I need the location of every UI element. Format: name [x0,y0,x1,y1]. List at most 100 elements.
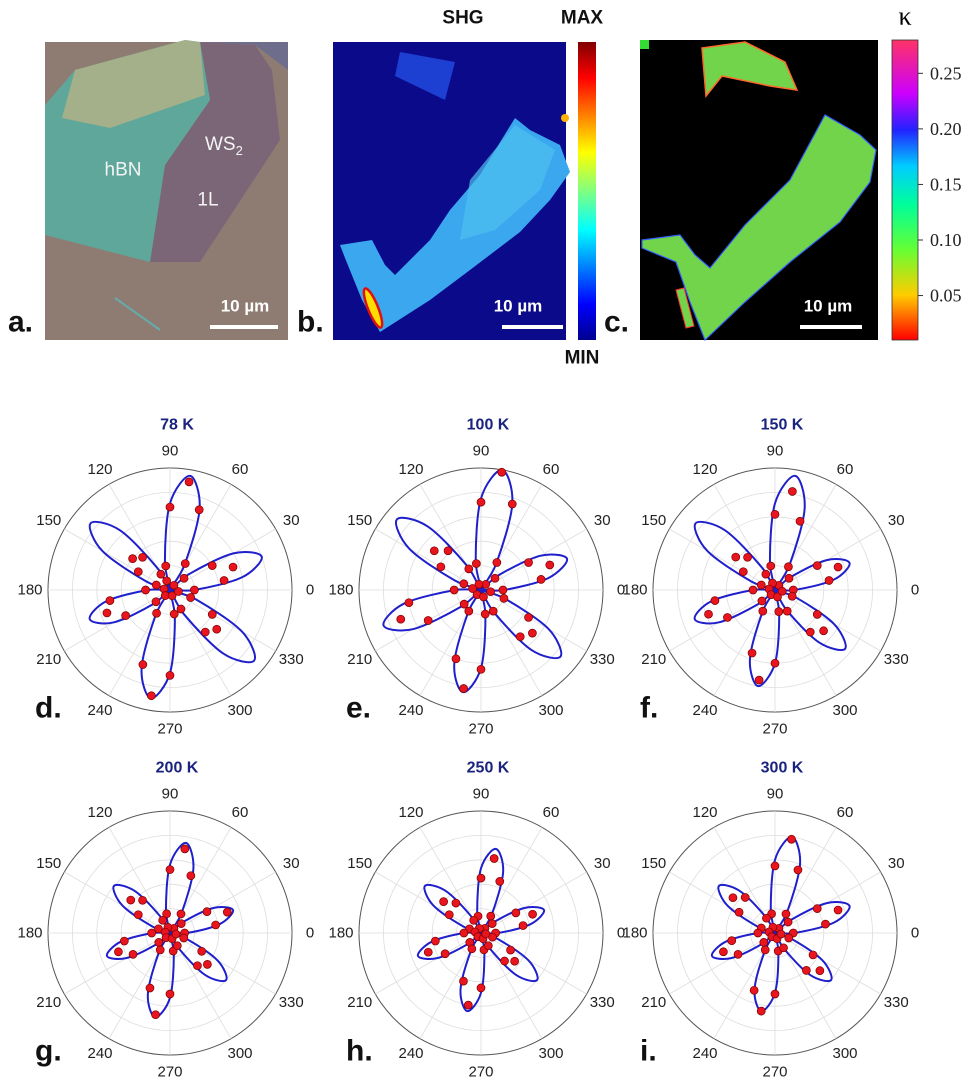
data-point [771,510,779,518]
panel-label: b. [297,306,324,339]
angle-tick-label: 30 [283,512,300,529]
data-point [159,916,167,924]
angle-tick-label: 240 [398,702,423,719]
data-point [834,906,842,914]
data-point [488,920,496,928]
angle-tick-label: 180 [17,925,42,942]
angle-tick-label: 180 [328,582,353,599]
data-point [203,960,211,968]
data-point [465,607,473,615]
data-point [788,592,796,600]
data-point [477,498,485,506]
data-point [470,916,478,924]
data-point [487,588,495,596]
data-point [788,487,796,495]
data-point [180,574,188,582]
data-point [546,561,554,569]
data-point [750,986,758,994]
angle-tick-label: 210 [641,651,666,668]
data-point [163,577,171,585]
grid-line [64,529,170,590]
data-point [440,898,448,906]
data-point [452,655,460,663]
data-point [744,553,752,561]
data-point [142,586,150,594]
data-point [755,676,763,684]
data-point [761,946,769,954]
angle-tick-label: 120 [692,461,717,478]
data-point [445,911,453,919]
angle-tick-label: 300 [538,1045,563,1062]
data-point [771,659,779,667]
data-point [460,929,468,937]
data-point [785,574,793,582]
angle-tick-label: 330 [590,651,615,668]
angle-tick-label: 150 [347,512,372,529]
data-point [754,929,762,937]
data-point [120,937,128,945]
chart-title: 100 K [467,417,510,434]
panel-label: a. [8,306,33,339]
data-point [201,628,209,636]
scale-bar [502,325,563,329]
data-point [490,855,498,863]
grid-line [669,933,775,994]
data-point [777,930,785,938]
angle-tick-label: 30 [888,512,905,529]
data-point [481,610,489,618]
scale-bar [210,325,278,329]
angle-tick-label: 300 [227,1045,252,1062]
data-point [156,946,164,954]
colorbar-tick-label: 0.25 [930,63,962,83]
data-point [723,613,731,621]
scale-bar [800,325,862,329]
angle-tick-label: 90 [473,443,490,460]
data-point [424,948,432,956]
data-point [537,575,545,583]
data-point [190,586,198,594]
data-point [771,862,779,870]
data-point [437,563,445,571]
colorbar-tick-label: 0.05 [930,286,962,306]
data-point [491,574,499,582]
data-point [816,967,824,975]
chart-title: 200 K [156,760,199,777]
data-point [748,649,756,657]
data-point [129,950,137,958]
data-point [153,609,161,617]
data-point [813,562,821,570]
angle-tick-label: 270 [468,1064,493,1079]
angle-tick-label: 150 [36,855,61,872]
data-point [525,613,533,621]
angle-tick-label: 120 [692,804,717,821]
colorbar [578,42,596,340]
data-point [729,894,737,902]
angle-tick-label: 330 [279,994,304,1011]
data-point [757,1007,765,1015]
data-point [477,874,485,882]
chart-title: 300 K [761,760,804,777]
data-point [198,947,206,955]
data-point [813,905,821,913]
data-point [157,570,165,578]
data-point [821,920,829,928]
data-point [508,500,516,508]
grid-line [775,933,881,994]
data-point [802,966,810,974]
scale-bar-label: 10 µm [804,297,853,316]
angle-tick-label: 210 [641,994,666,1011]
optical-image [45,40,288,340]
data-point [208,610,216,618]
data-point [452,899,460,907]
data-point [501,957,509,965]
data-point [762,570,770,578]
data-point [784,563,792,571]
angle-tick-label: 270 [468,721,493,738]
data-point [813,610,821,618]
data-point [177,920,185,928]
scale-bar-label: 10 µm [221,297,270,316]
angle-tick-label: 330 [884,994,909,1011]
angle-tick-label: 240 [692,1045,717,1062]
angle-tick-label: 30 [594,512,611,529]
data-point [477,665,485,673]
